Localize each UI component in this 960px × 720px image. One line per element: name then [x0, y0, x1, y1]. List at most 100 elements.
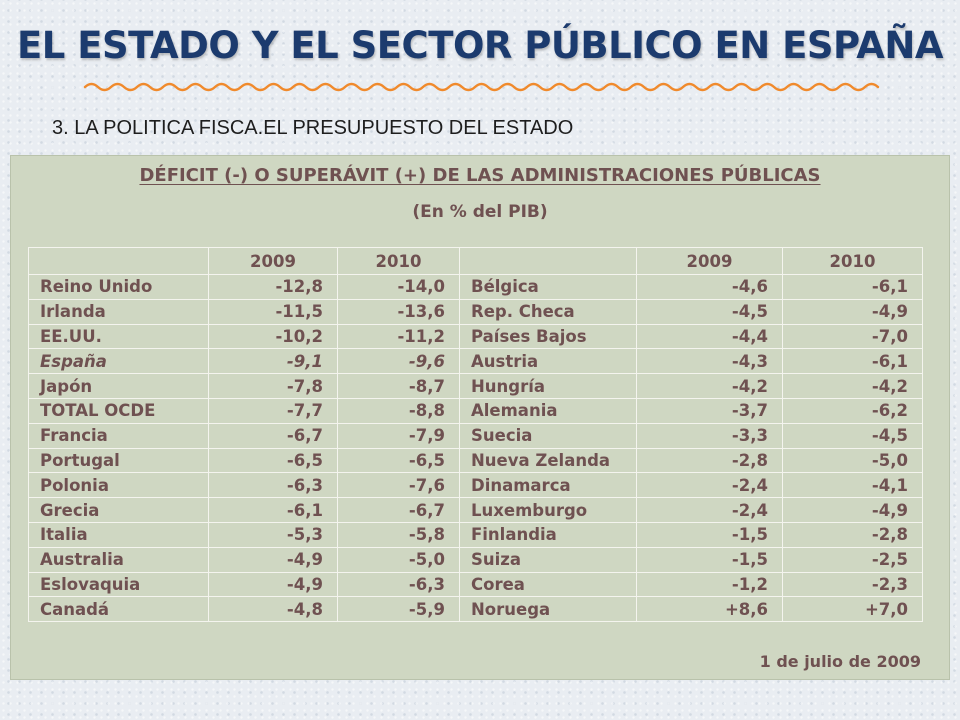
country-left-cell: Reino Unido — [28, 274, 209, 300]
country-right-cell: Países Bajos — [459, 323, 637, 350]
right-2010-cell: -4,9 — [782, 497, 923, 523]
right-2009-cell: -1,5 — [636, 546, 783, 573]
country-right-cell: Rep. Checa — [459, 298, 637, 325]
table-row: Japón -7,8 -8,7 Hungría -4,2 -4,2 — [28, 373, 923, 399]
country-left-cell: Portugal — [28, 447, 209, 474]
left-2009-cell: -9,1 — [208, 348, 338, 375]
table-row: Australia -4,9 -5,0 Suiza -1,5 -2,5 — [28, 546, 923, 573]
country-right-cell: Finlandia — [459, 521, 637, 548]
header-2009-right: 2009 — [636, 247, 783, 275]
country-left-cell: Canadá — [28, 596, 209, 623]
table-row: Eslovaquia -4,9 -6,3 Corea -1,2 -2,3 — [28, 571, 923, 598]
left-2010-cell: -14,0 — [337, 274, 460, 300]
table-row: Grecia -6,1 -6,7 Luxemburgo -2,4 -4,9 — [28, 497, 923, 523]
right-2009-cell: -2,8 — [636, 447, 783, 474]
right-2010-cell: -4,2 — [782, 373, 923, 399]
country-right-cell: Dinamarca — [459, 472, 637, 499]
right-2010-cell: -4,9 — [782, 298, 923, 325]
country-right-cell: Nueva Zelanda — [459, 447, 637, 474]
table-row: Francia -6,7 -7,9 Suecia -3,3 -4,5 — [28, 422, 923, 449]
right-2009-cell: -1,2 — [636, 571, 783, 598]
right-2010-cell: -4,1 — [782, 472, 923, 499]
left-2009-cell: -6,7 — [208, 422, 338, 449]
country-right-cell: Alemania — [459, 397, 637, 424]
left-2010-cell: -5,8 — [337, 521, 460, 548]
right-2010-cell: -5,0 — [782, 447, 923, 474]
left-2009-cell: -6,3 — [208, 472, 338, 499]
table-row: Polonia -6,3 -7,6 Dinamarca -2,4 -4,1 — [28, 472, 923, 499]
country-left-cell: Polonia — [28, 472, 209, 499]
left-2010-cell: -8,7 — [337, 373, 460, 399]
left-2009-cell: -7,7 — [208, 397, 338, 424]
right-2009-cell: -4,5 — [636, 298, 783, 325]
header-empty-right — [459, 247, 637, 275]
right-2009-cell: -2,4 — [636, 497, 783, 523]
country-right-cell: Bélgica — [459, 274, 637, 300]
country-left-cell: Eslovaquia — [28, 571, 209, 598]
country-right-cell: Luxemburgo — [459, 497, 637, 523]
header-2009-left: 2009 — [208, 247, 338, 275]
table-unit: (En % del PIB) — [412, 202, 548, 222]
right-2010-cell: -7,0 — [782, 323, 923, 350]
table-header-row: 2009 2010 2009 2010 — [28, 247, 923, 275]
right-2009-cell: -2,4 — [636, 472, 783, 499]
table-row: Portugal -6,5 -6,5 Nueva Zelanda -2,8 -5,0 — [28, 447, 923, 474]
table-row: España -9,1 -9,6 Austria -4,3 -6,1 — [28, 348, 923, 375]
left-2010-cell: -6,3 — [337, 571, 460, 598]
left-2009-cell: -5,3 — [208, 521, 338, 548]
left-2009-cell: -11,5 — [208, 298, 338, 325]
slide-title: EL ESTADO Y EL SECTOR PÚBLICO EN ESPAÑA — [17, 24, 943, 67]
left-2010-cell: -7,6 — [337, 472, 460, 499]
right-2009-cell: -3,3 — [636, 422, 783, 449]
right-2009-cell: -3,7 — [636, 397, 783, 424]
country-left-cell: TOTAL OCDE — [28, 397, 209, 424]
header-2010-right: 2010 — [782, 247, 923, 275]
country-left-cell: Francia — [28, 422, 209, 449]
country-right-cell: Suiza — [459, 546, 637, 573]
table-row: Reino Unido -12,8 -14,0 Bélgica -4,6 -6,1 — [28, 274, 923, 300]
left-2009-cell: -4,8 — [208, 596, 338, 623]
left-2009-cell: -4,9 — [208, 571, 338, 598]
left-2010-cell: -6,5 — [337, 447, 460, 474]
left-2009-cell: -10,2 — [208, 323, 338, 350]
left-2010-cell: -5,0 — [337, 546, 460, 573]
left-2010-cell: -13,6 — [337, 298, 460, 325]
table-date: 1 de julio de 2009 — [759, 652, 921, 671]
right-2009-cell: -1,5 — [636, 521, 783, 548]
header-empty-left — [28, 247, 209, 275]
left-2009-cell: -7,8 — [208, 373, 338, 399]
slide-subtitle: 3. LA POLITICA FISCA.EL PRESUPUESTO DEL … — [52, 117, 574, 139]
country-right-cell: Corea — [459, 571, 637, 598]
left-2010-cell: -11,2 — [337, 323, 460, 350]
header-2010-left: 2010 — [337, 247, 460, 275]
deficit-table-figure: DÉFICIT (-) O SUPERÁVIT (+) DE LAS ADMIN… — [10, 155, 950, 680]
country-left-cell: Grecia — [28, 497, 209, 523]
left-2010-cell: -9,6 — [337, 348, 460, 375]
table-row: TOTAL OCDE -7,7 -8,8 Alemania -3,7 -6,2 — [28, 397, 923, 424]
left-2009-cell: -12,8 — [208, 274, 338, 300]
table-title: DÉFICIT (-) O SUPERÁVIT (+) DE LAS ADMIN… — [139, 165, 821, 186]
right-2010-cell: -6,1 — [782, 274, 923, 300]
table-row: Italia -5,3 -5,8 Finlandia -1,5 -2,8 — [28, 521, 923, 548]
right-2009-cell: -4,2 — [636, 373, 783, 399]
left-2009-cell: -4,9 — [208, 546, 338, 573]
right-2010-cell: -4,5 — [782, 422, 923, 449]
country-left-cell: EE.UU. — [28, 323, 209, 350]
country-left-cell: Australia — [28, 546, 209, 573]
country-right-cell: Suecia — [459, 422, 637, 449]
right-2010-cell: +7,0 — [782, 596, 923, 623]
left-2010-cell: -7,9 — [337, 422, 460, 449]
right-2009-cell: +8,6 — [636, 596, 783, 623]
country-left-cell: Japón — [28, 373, 209, 399]
country-left-cell: Irlanda — [28, 298, 209, 325]
country-right-cell: Austria — [459, 348, 637, 375]
country-left-cell: España — [28, 348, 209, 375]
right-2009-cell: -4,3 — [636, 348, 783, 375]
left-2009-cell: -6,5 — [208, 447, 338, 474]
wavy-underline-decoration — [83, 82, 880, 92]
left-2010-cell: -5,9 — [337, 596, 460, 623]
table-row: Irlanda -11,5 -13,6 Rep. Checa -4,5 -4,9 — [28, 298, 923, 325]
country-right-cell: Noruega — [459, 596, 637, 623]
right-2010-cell: -2,5 — [782, 546, 923, 573]
right-2010-cell: -2,8 — [782, 521, 923, 548]
